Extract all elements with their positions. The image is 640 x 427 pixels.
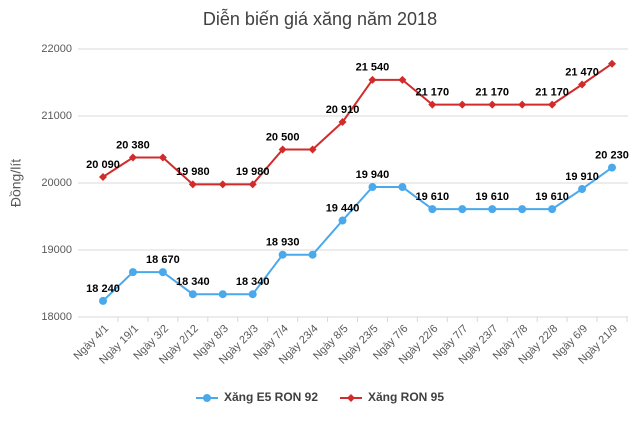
value-label: 18 340 <box>176 276 210 288</box>
value-label: 20 380 <box>116 139 150 151</box>
data-point <box>548 205 557 214</box>
data-point <box>248 290 257 299</box>
chart-title: Diễn biến giá xăng năm 2018 <box>203 8 437 29</box>
data-point <box>99 172 107 181</box>
y-tick-label: 22000 <box>41 43 72 55</box>
value-label: 18 930 <box>266 237 300 249</box>
data-point <box>218 290 227 299</box>
data-point <box>218 180 227 189</box>
value-label: 20 910 <box>326 104 360 116</box>
value-label: 19 440 <box>326 202 360 214</box>
data-point <box>398 183 407 192</box>
data-point <box>338 216 347 225</box>
data-point <box>188 290 197 299</box>
data-point <box>278 145 287 154</box>
data-point <box>398 75 407 84</box>
y-tick-label: 19000 <box>41 244 72 256</box>
data-point <box>428 205 437 214</box>
data-point <box>368 75 377 84</box>
data-point <box>368 183 377 192</box>
data-point <box>128 153 137 162</box>
value-label: 19 940 <box>356 169 390 181</box>
value-label: 21 170 <box>416 87 450 99</box>
value-label: 21 170 <box>535 87 569 99</box>
legend-marker <box>347 394 355 402</box>
legend-label: Xăng E5 RON 92 <box>224 390 318 404</box>
data-point <box>488 205 497 214</box>
data-point <box>158 153 167 162</box>
value-label: 20 500 <box>266 131 300 143</box>
value-label: 18 240 <box>86 283 120 295</box>
value-label: 20 230 <box>595 149 629 161</box>
data-point <box>278 250 287 259</box>
data-point <box>608 59 616 68</box>
value-label: 19 610 <box>416 191 450 203</box>
y-tick-label: 18000 <box>41 311 72 323</box>
data-point <box>99 296 107 305</box>
data-point <box>578 80 587 89</box>
data-point <box>608 163 616 172</box>
y-tick-label: 20000 <box>41 177 72 189</box>
data-point <box>248 180 257 189</box>
data-point <box>458 100 467 109</box>
legend-marker <box>203 394 211 402</box>
data-point <box>548 100 557 109</box>
value-label: 19 980 <box>176 166 210 178</box>
value-label: 18 670 <box>146 254 180 266</box>
data-point <box>578 185 587 194</box>
series-line <box>102 62 613 186</box>
data-point <box>518 205 527 214</box>
value-label: 20 090 <box>86 159 120 171</box>
data-point <box>458 205 467 214</box>
value-label: 19 980 <box>236 166 270 178</box>
legend-label: Xăng RON 95 <box>368 390 444 404</box>
value-label: 18 340 <box>236 276 270 288</box>
value-label: 19 610 <box>535 191 569 203</box>
data-point <box>308 250 317 259</box>
value-label: 21 540 <box>356 62 390 74</box>
value-label: 19 610 <box>475 191 509 203</box>
data-point <box>338 118 347 127</box>
data-point <box>428 100 437 109</box>
y-tick-label: 21000 <box>41 110 72 122</box>
data-point <box>488 100 497 109</box>
data-point <box>308 145 317 154</box>
value-label: 21 170 <box>475 87 509 99</box>
data-point <box>518 100 527 109</box>
value-label: 19 910 <box>565 171 599 183</box>
y-axis-label: Đồng/lít <box>8 159 24 207</box>
series-line <box>102 166 613 302</box>
data-point <box>128 268 137 277</box>
value-label: 21 470 <box>565 66 599 78</box>
data-point <box>158 268 167 277</box>
data-point <box>188 180 197 189</box>
